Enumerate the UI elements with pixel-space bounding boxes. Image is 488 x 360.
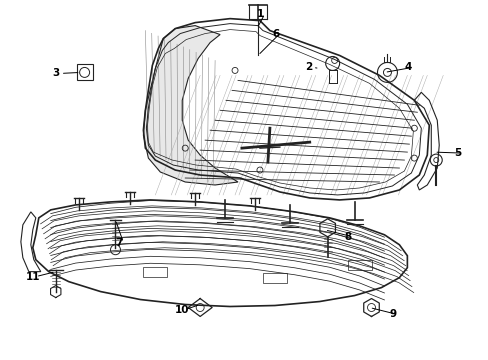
Bar <box>143 267 167 276</box>
Text: 1: 1 <box>256 9 264 19</box>
Text: 6: 6 <box>271 28 279 39</box>
Text: 9: 9 <box>388 310 396 319</box>
Bar <box>263 273 286 283</box>
Polygon shape <box>143 26 238 185</box>
Text: 3: 3 <box>53 68 60 78</box>
Text: 8: 8 <box>344 232 351 242</box>
Text: 11: 11 <box>26 272 41 282</box>
Text: 2: 2 <box>304 62 311 72</box>
Text: 10: 10 <box>175 305 189 315</box>
Bar <box>347 260 371 270</box>
Text: 4: 4 <box>404 62 411 72</box>
Text: 7: 7 <box>115 238 122 248</box>
Text: 5: 5 <box>453 148 461 158</box>
